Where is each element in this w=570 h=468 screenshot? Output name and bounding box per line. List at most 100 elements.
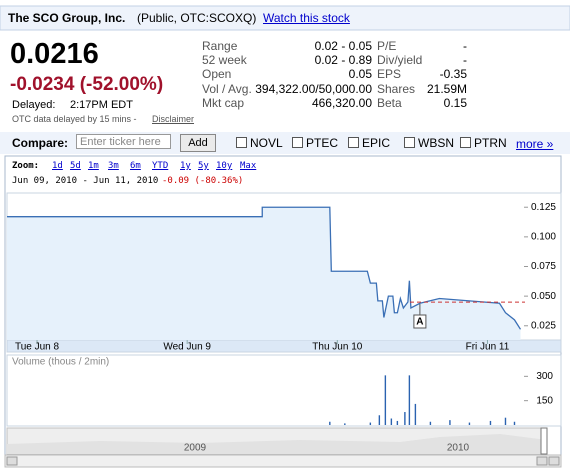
volume-bar <box>489 420 492 425</box>
stat-label: Div/yield <box>377 53 423 67</box>
price-line <box>7 206 522 330</box>
y-tick-label: 150 <box>536 395 553 406</box>
scroll-thumb[interactable] <box>536 456 548 466</box>
y-tick-label: 0.100 <box>531 232 556 243</box>
company-name: The SCO Group, Inc. <box>8 11 126 25</box>
stat-label: Range <box>202 39 238 53</box>
volume-bar <box>468 422 471 425</box>
stat-label: 52 week <box>202 53 247 67</box>
volume-bar <box>390 418 393 425</box>
y-tick-label: 0.125 <box>531 202 556 213</box>
ticker-label: EPIC <box>362 136 391 150</box>
volume-bar <box>449 420 451 425</box>
disclaimer-link[interactable]: Disclaimer <box>152 114 195 124</box>
delayed-time: 2:17PM EDT <box>70 99 133 111</box>
zoom-option[interactable]: 10y <box>216 161 233 171</box>
stat-label: P/E <box>377 39 397 53</box>
zoom-option[interactable]: Max <box>240 161 257 171</box>
ticker-checkbox[interactable] <box>292 137 303 148</box>
volume-bar <box>396 420 399 425</box>
volume-bar <box>329 421 331 425</box>
volume-panel <box>6 354 562 427</box>
ticker-label: PTEC <box>306 136 339 150</box>
volume-bar <box>404 412 406 425</box>
delayed-label: Delayed: <box>12 99 56 111</box>
ticker-label: NOVL <box>250 136 283 150</box>
date-range: Jun 09, 2010 - Jun 11, 2010 <box>12 176 159 186</box>
ticker-checkbox[interactable] <box>404 137 415 148</box>
stat-value: -0.35 <box>439 67 467 81</box>
scrollbar[interactable] <box>4 454 562 468</box>
volume-bar <box>378 415 381 425</box>
stat-label: Vol / Avg. <box>202 82 252 96</box>
stat-label: Beta <box>377 96 402 110</box>
more-link[interactable]: more » <box>516 137 554 151</box>
y-tick-label: 300 <box>536 371 553 382</box>
zoom-option[interactable]: 5y <box>198 161 209 171</box>
y-tick-label: 0.050 <box>531 291 556 302</box>
stat-value: 466,320.00 <box>311 96 372 110</box>
ticker-checkbox[interactable] <box>460 137 471 148</box>
navigator-label: 2010 <box>447 443 470 454</box>
ticker-checkbox[interactable] <box>236 137 247 148</box>
stat-value: 0.15 <box>443 96 467 110</box>
zoom-option[interactable]: 6m <box>130 161 141 171</box>
stat-value: - <box>463 39 467 53</box>
volume-bar <box>408 375 411 425</box>
navigator-area <box>7 434 547 454</box>
navigator-label: 2009 <box>184 443 207 454</box>
y-tick-label: 0.075 <box>531 261 556 272</box>
x-tick-label: Fri Jun 11 <box>466 342 510 353</box>
navigator-handle[interactable] <box>540 427 548 455</box>
ticker-checkbox[interactable] <box>348 137 359 148</box>
stat-label: EPS <box>377 67 402 81</box>
delay-note: OTC data delayed by 15 mins - <box>12 114 137 124</box>
volume-bar <box>429 421 432 425</box>
listing: (Public, OTC:SCOXQ) <box>137 11 257 25</box>
volume-bar <box>344 423 346 425</box>
volume-title: Volume (thous / 2min) <box>12 357 109 368</box>
y-tick-label: 0.025 <box>531 320 556 331</box>
ticker-label: PTRN <box>474 136 507 150</box>
stat-value: 21.59M <box>426 82 467 96</box>
volume-bar <box>513 421 516 425</box>
zoom-option[interactable]: YTD <box>152 161 169 171</box>
x-tick-label: Thu Jun 10 <box>312 342 362 353</box>
zoom-option[interactable]: 5d <box>70 161 81 171</box>
stat-value: 394,322.00/50,000.00 <box>255 82 372 96</box>
zoom-option[interactable]: 1y <box>180 161 191 171</box>
add-button[interactable]: Add <box>180 134 216 152</box>
price: 0.0216 <box>10 38 99 70</box>
stat-value: 0.02 - 0.05 <box>314 39 372 53</box>
volume-bar <box>414 403 417 425</box>
stat-label: Open <box>202 67 232 81</box>
x-tick-label: Wed Jun 9 <box>163 342 211 353</box>
volume-bar <box>384 375 387 425</box>
x-tick-label: Tue Jun 8 <box>15 342 60 353</box>
volume-bar <box>369 422 372 425</box>
stat-label: Shares <box>377 82 416 96</box>
price-area <box>7 207 521 340</box>
stat-value: 0.05 <box>348 67 372 81</box>
watch-link[interactable]: Watch this stock <box>263 11 350 25</box>
ticker-label: WBSN <box>418 136 454 150</box>
annotation-label: A <box>416 317 423 328</box>
zoom-option[interactable]: 1d <box>52 161 63 171</box>
scroll-left[interactable] <box>6 456 18 466</box>
zoom-option[interactable]: 3m <box>108 161 119 171</box>
stat-value: 0.02 - 0.89 <box>314 53 372 67</box>
header-bar <box>0 5 570 31</box>
range-change: -0.09 (-80.36%) <box>162 176 244 186</box>
annotation-box <box>413 314 427 329</box>
zoom-option[interactable]: 1m <box>88 161 99 171</box>
ticker-input[interactable]: Enter ticker here <box>76 134 171 149</box>
price-change: -0.0234 (-52.00%) <box>10 74 164 95</box>
stat-label: Mkt cap <box>202 96 245 110</box>
compare-label: Compare: <box>12 136 69 150</box>
scroll-right[interactable] <box>548 456 560 466</box>
stat-value: - <box>463 53 467 67</box>
volume-bar <box>504 417 507 425</box>
zoom-label: Zoom: <box>12 161 40 171</box>
